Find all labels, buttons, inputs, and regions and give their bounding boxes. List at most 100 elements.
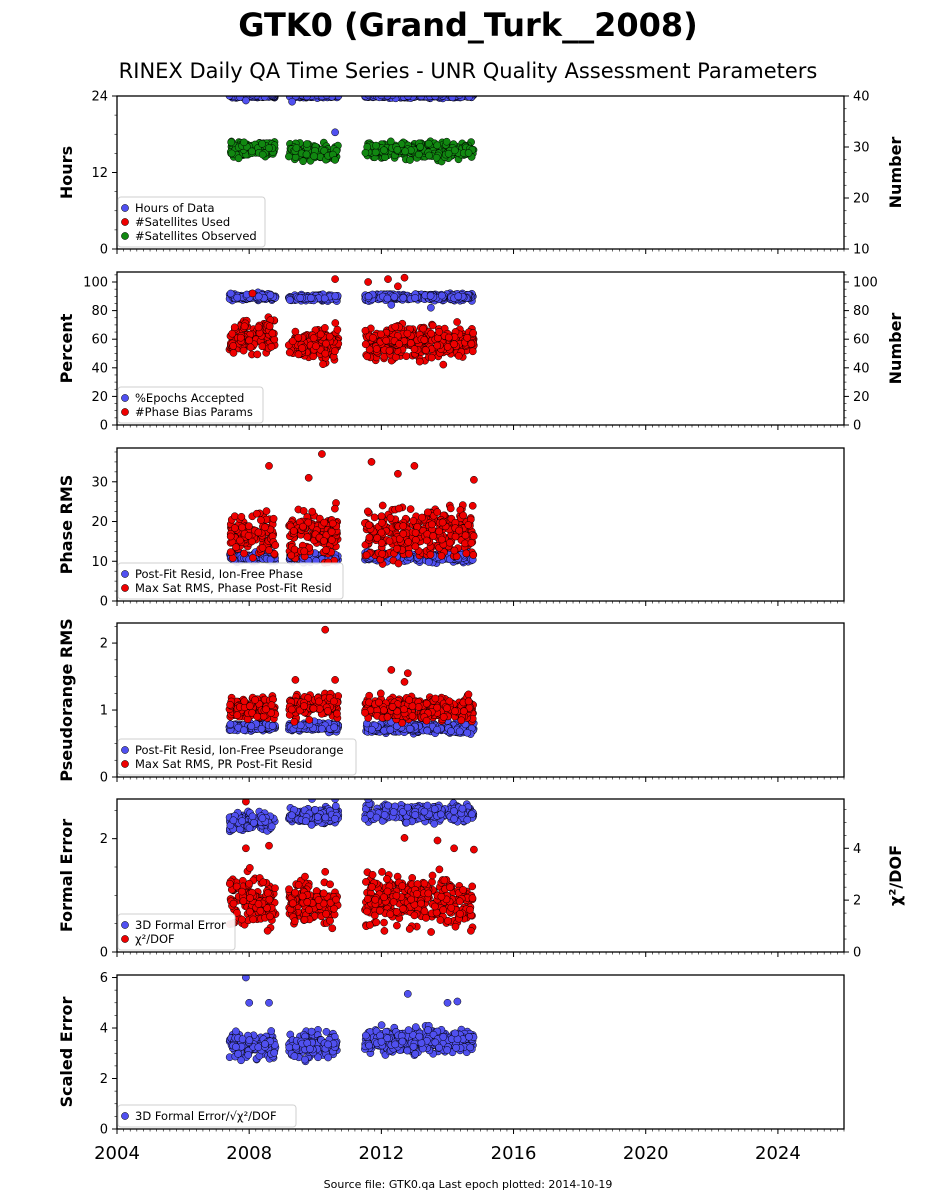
data-point <box>230 512 239 521</box>
data-point <box>269 514 278 523</box>
data-point <box>434 334 442 342</box>
data-point <box>287 705 296 714</box>
legend-marker <box>121 232 129 240</box>
series-3-points <box>226 137 478 166</box>
y-right-tick-label: 40 <box>853 361 870 376</box>
data-point <box>245 336 254 345</box>
legend-label: #Satellites Observed <box>135 229 257 243</box>
legend-marker <box>121 408 129 416</box>
outlier-point <box>384 275 392 283</box>
data-point <box>433 141 442 150</box>
outlier-point <box>427 303 435 312</box>
data-point <box>257 724 266 733</box>
data-point <box>461 539 469 548</box>
outlier-point <box>265 462 273 470</box>
data-point <box>309 334 318 342</box>
outlier-point <box>463 728 472 737</box>
data-point <box>465 96 474 101</box>
outlier-point <box>288 97 296 106</box>
data-point <box>395 504 403 513</box>
data-point <box>372 141 380 150</box>
data-point <box>240 726 248 735</box>
data-point <box>451 532 460 541</box>
data-point <box>249 553 257 562</box>
data-point <box>245 522 253 530</box>
data-point <box>433 725 442 734</box>
data-point <box>289 527 298 535</box>
data-point <box>286 296 294 304</box>
data-point <box>309 352 318 361</box>
data-point <box>362 551 371 559</box>
data-point <box>292 144 301 152</box>
data-point <box>446 504 455 513</box>
data-point <box>331 347 339 355</box>
data-point <box>236 333 245 342</box>
data-point <box>303 533 312 541</box>
outlier-point <box>318 450 326 458</box>
data-point <box>450 340 458 348</box>
data-point <box>406 505 415 513</box>
data-point <box>370 513 379 522</box>
data-point <box>363 507 372 516</box>
x-axis-ticks <box>116 601 845 606</box>
data-point <box>308 507 317 516</box>
outlier-point <box>367 458 376 466</box>
y-right-tick-label: 40 <box>853 90 870 105</box>
data-point <box>253 712 262 721</box>
data-point <box>229 342 238 350</box>
data-point <box>463 333 472 342</box>
data-point <box>240 549 248 558</box>
x-axis-ticks <box>116 425 845 430</box>
series-points <box>225 96 478 166</box>
legend-label: %Epochs Accepted <box>135 391 244 405</box>
outlier-point <box>331 275 339 283</box>
series-2-points <box>225 273 478 369</box>
series-points <box>226 450 478 568</box>
data-point <box>323 707 332 715</box>
data-point <box>244 531 253 540</box>
data-point <box>386 725 395 734</box>
data-point <box>399 522 408 530</box>
data-point <box>411 542 420 551</box>
legend: Hours of Data#Satellites Used#Satellites… <box>117 196 266 248</box>
data-point <box>448 96 457 102</box>
data-point <box>262 705 270 714</box>
data-point <box>438 291 446 300</box>
data-point <box>333 709 341 718</box>
y-tick-label: 100 <box>83 276 108 291</box>
y-tick-label: 0 <box>100 243 108 258</box>
data-point <box>303 140 311 148</box>
y-axis-label-right: Number <box>886 137 905 209</box>
data-point <box>422 536 431 545</box>
data-point <box>469 532 478 541</box>
data-point <box>290 717 299 726</box>
y-tick-label: 0 <box>100 419 108 434</box>
data-point <box>265 144 273 152</box>
data-point <box>461 531 470 540</box>
data-point <box>428 321 437 330</box>
data-point <box>258 543 267 552</box>
data-point <box>433 508 442 516</box>
data-point <box>265 546 273 555</box>
data-point <box>258 140 266 148</box>
data-point <box>252 509 261 518</box>
panel-2: 020406080100020406080100NumberPercent%Ep… <box>57 271 905 434</box>
data-point <box>420 336 429 344</box>
legend-label: Post-Fit Resid, Ion-Free Phase <box>135 567 303 581</box>
data-point <box>305 715 314 724</box>
data-point <box>302 150 311 159</box>
data-point <box>462 549 471 558</box>
outlier-point <box>304 473 313 482</box>
data-point <box>265 322 274 331</box>
data-point <box>322 339 330 348</box>
data-point <box>240 322 249 331</box>
data-point <box>312 342 320 351</box>
data-point <box>320 294 329 303</box>
data-point <box>372 345 381 353</box>
data-point <box>456 96 464 99</box>
data-point <box>254 528 263 537</box>
y-right-tick-label: 20 <box>853 192 870 207</box>
series-1-points <box>225 96 478 137</box>
